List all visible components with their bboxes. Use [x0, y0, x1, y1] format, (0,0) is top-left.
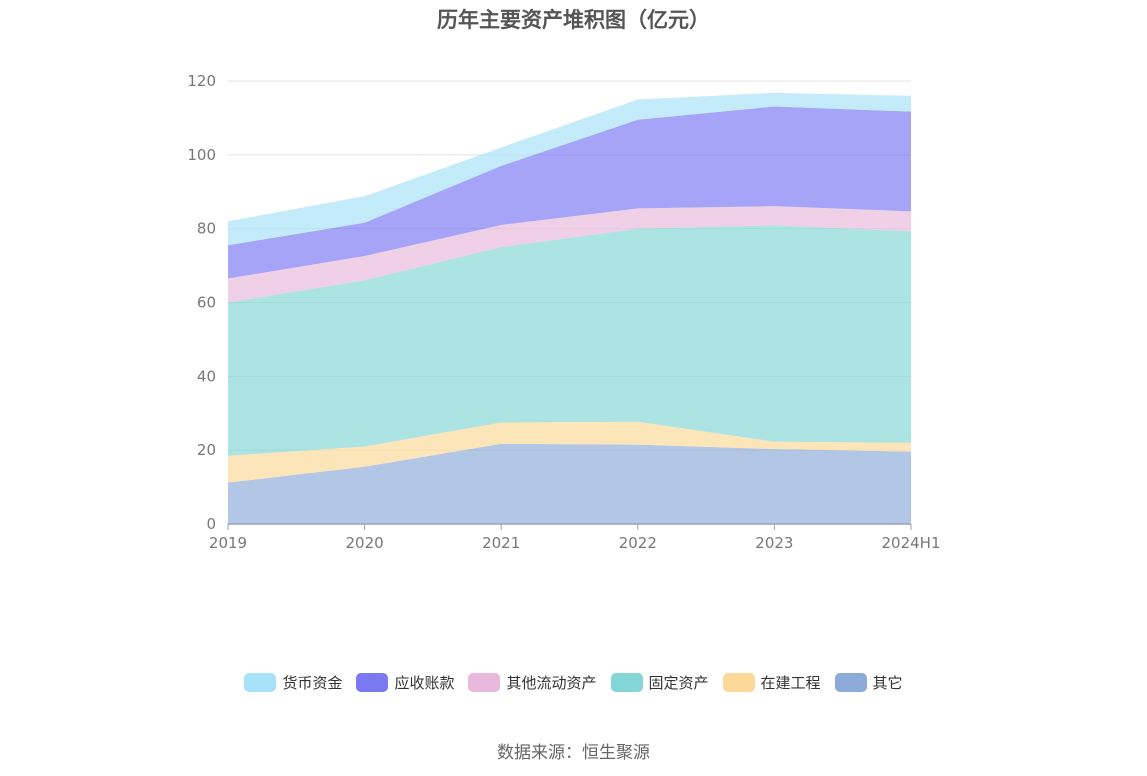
y-tick-label: 100 — [187, 146, 216, 164]
legend-label: 货币资金 — [282, 674, 343, 692]
axes: 0 20 40 60 80 100 120 2019 2020 2021 2022 2023 2024H… — [187, 72, 940, 552]
x-tick-label: 2024H1 — [882, 534, 941, 552]
legend-label: 其它 — [872, 674, 903, 692]
legend-item[interactable]: 在建工程 — [722, 672, 821, 693]
x-tick-label: 2023 — [755, 534, 793, 552]
legend-item[interactable]: 其他流动资产 — [468, 672, 597, 693]
legend: 货币资金 应收账款 其他流动资产 固定资产 在建工程 其它 — [0, 672, 1147, 693]
y-tick-label: 80 — [197, 220, 216, 238]
legend-item[interactable]: 应收账款 — [356, 672, 454, 693]
legend-swatch — [722, 673, 755, 692]
legend-label: 固定资产 — [648, 674, 709, 692]
area-series-3[interactable] — [228, 225, 911, 456]
legend-item[interactable]: 固定资产 — [610, 672, 709, 693]
area-series-4[interactable] — [228, 206, 911, 303]
legend-swatch — [468, 673, 501, 692]
legend-label: 在建工程 — [760, 674, 821, 692]
x-tick-label: 2020 — [346, 534, 384, 552]
area-series-5[interactable] — [228, 106, 911, 279]
area-series — [228, 92, 911, 524]
legend-label: 应收账款 — [394, 674, 455, 692]
y-tick-label: 120 — [187, 72, 216, 90]
x-tick-label: 2021 — [482, 534, 520, 552]
legend-item[interactable]: 其它 — [834, 672, 903, 693]
legend-swatch — [834, 673, 867, 692]
legend-swatch — [244, 673, 277, 692]
x-tick-label: 2019 — [209, 534, 247, 552]
legend-swatch — [610, 673, 643, 692]
y-tick-label: 0 — [206, 515, 216, 533]
source-note: 数据来源：恒生聚源 — [497, 743, 650, 763]
legend-label: 其他流动资产 — [506, 674, 597, 692]
area-series-2[interactable] — [228, 421, 911, 483]
y-tick-label: 20 — [197, 441, 216, 459]
legend-item[interactable]: 货币资金 — [244, 672, 342, 693]
y-tick-label: 60 — [197, 294, 216, 312]
legend-swatch — [356, 673, 389, 692]
y-tick-label: 40 — [197, 367, 216, 385]
chart-title: 历年主要资产堆积图（亿元） — [437, 8, 710, 32]
area-series-6[interactable] — [228, 92, 911, 246]
area-series-1[interactable] — [228, 443, 911, 524]
x-tick-label: 2022 — [619, 534, 657, 552]
